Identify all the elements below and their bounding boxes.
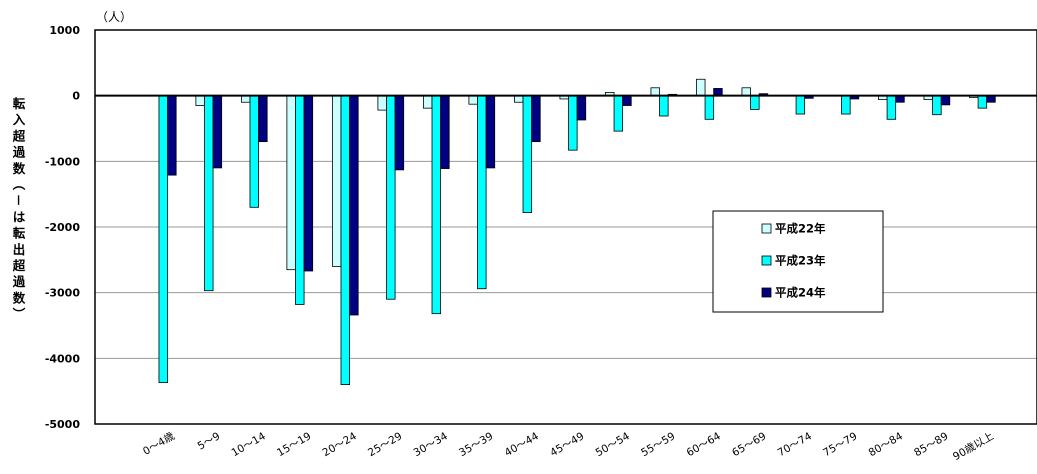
bar-series-1-cat-10 xyxy=(613,95,624,132)
bar-series-1-cat-11 xyxy=(659,95,669,117)
bar-series-1-cat-3 xyxy=(295,95,305,305)
y-tick-labels: 1000 0 -1000 -2000 -3000 -4000 -5000 xyxy=(45,24,81,431)
x-tick-label: 50～54 xyxy=(594,430,633,459)
bar-series-2-cat-4 xyxy=(349,95,359,316)
bar-series-2-cat-2 xyxy=(258,95,268,143)
bar-series-2-cat-10 xyxy=(622,95,632,106)
y-axis-label-char: 過 xyxy=(12,145,26,160)
x-tick-label: 85～89 xyxy=(912,430,950,459)
bar-series-0-cat-5 xyxy=(377,95,387,111)
bar-series-2-cat-9 xyxy=(576,95,587,121)
y-axis-label-char: 数 xyxy=(12,161,26,176)
bar-series-1-cat-0 xyxy=(158,95,168,384)
x-tick-label: 80～84 xyxy=(867,430,906,459)
x-tick-label: 25～29 xyxy=(366,430,404,459)
x-tick-labels: 0～4歳 5～9 10～14 15～19 20～24 25～29 30～34 35～39 40～… xyxy=(141,430,996,463)
bar-series-0-cat-1 xyxy=(195,95,205,106)
bar-series-2-cat-17 xyxy=(940,95,951,106)
y-axis-label-char: 入 xyxy=(13,112,26,127)
y-tick-label: -3000 xyxy=(45,287,81,300)
legend-swatch xyxy=(761,255,772,266)
bar-series-0-cat-12 xyxy=(696,78,706,97)
bar-series-2-cat-5 xyxy=(394,95,405,171)
x-tick-label: 90歳以上 xyxy=(951,430,996,463)
bar-series-2-cat-8 xyxy=(531,95,541,143)
bar-series-1-cat-9 xyxy=(568,95,578,151)
x-tick-label: 40～44 xyxy=(503,430,542,459)
legend-box xyxy=(712,210,884,313)
bar-series-1-cat-8 xyxy=(522,95,533,213)
bar-series-2-cat-0 xyxy=(167,95,177,176)
bar-series-1-cat-15 xyxy=(841,95,851,115)
bars xyxy=(149,78,996,385)
y-axis-label-char: 数 xyxy=(12,290,26,305)
bar-series-1-cat-1 xyxy=(204,95,214,292)
bar-series-1-cat-12 xyxy=(704,95,715,120)
x-tick-label: 35～39 xyxy=(457,430,495,459)
y-tick-label: 1000 xyxy=(49,24,80,37)
y-axis-label-char: 超 xyxy=(12,128,26,143)
y-tick-label: 0 xyxy=(72,90,80,103)
bar-series-1-cat-18 xyxy=(977,95,988,109)
bar-series-2-cat-7 xyxy=(485,95,496,169)
y-tick-label: -2000 xyxy=(45,221,81,234)
y-axis-label-char: ） xyxy=(11,307,26,320)
bar-series-1-cat-6 xyxy=(431,95,442,315)
x-tick-label: 45～49 xyxy=(548,430,586,459)
bar-series-1-cat-4 xyxy=(340,95,350,385)
bar-series-0-cat-6 xyxy=(423,95,433,109)
gridlines xyxy=(95,160,1037,359)
y-axis-label-char: 転 xyxy=(13,226,26,241)
legend-label: 平成24年 xyxy=(775,286,826,300)
y-axis-label-char: は xyxy=(13,209,26,224)
bar-series-0-cat-4 xyxy=(331,95,342,267)
bar-series-1-cat-14 xyxy=(795,95,806,115)
legend-swatch xyxy=(761,223,772,234)
x-tick-label: 75～79 xyxy=(821,430,859,459)
plot-area-border xyxy=(94,29,1037,425)
x-tick-label: 30～34 xyxy=(412,430,451,459)
x-tick-label: 60～64 xyxy=(685,430,724,459)
bar-series-1-cat-17 xyxy=(932,95,942,116)
bar-series-1-cat-16 xyxy=(886,95,897,120)
unit-label: （人） xyxy=(96,10,132,24)
x-tick-label: 0～4歳 xyxy=(141,430,177,458)
bar-series-0-cat-13 xyxy=(741,87,751,97)
y-axis-label-char: 超 xyxy=(12,258,26,273)
x-tick-label: 20～24 xyxy=(321,430,360,459)
bar-series-2-cat-12 xyxy=(713,88,723,97)
y-axis-label-char: （ xyxy=(11,178,26,191)
legend-label: 平成22年 xyxy=(775,222,826,236)
y-axis-label-char: 出 xyxy=(13,242,26,257)
bar-series-1-cat-5 xyxy=(386,95,396,300)
legend-swatch xyxy=(761,287,772,298)
legend-label: 平成23年 xyxy=(775,254,826,268)
bar-series-1-cat-2 xyxy=(249,95,259,208)
y-tick-label: -1000 xyxy=(45,155,81,168)
bar-series-2-cat-1 xyxy=(212,95,223,169)
bar-series-0-cat-3 xyxy=(286,95,296,271)
x-tick-label: 5～9 xyxy=(196,430,223,452)
y-axis-label-char: 転 xyxy=(13,96,26,111)
x-tick-label: 15～19 xyxy=(275,430,313,459)
x-tick-label: 70～74 xyxy=(776,430,815,459)
y-axis-label-char: － xyxy=(11,194,26,207)
bar-series-0-cat-7 xyxy=(468,95,478,105)
x-tick-label: 55～59 xyxy=(639,430,677,459)
y-tick-label: -5000 xyxy=(45,418,81,431)
bar-series-1-cat-13 xyxy=(750,95,760,110)
bar-series-0-cat-11 xyxy=(650,87,660,97)
y-tick-label: -4000 xyxy=(45,352,81,365)
x-tick-label: 10～14 xyxy=(230,430,269,459)
y-axis-label-char: 過 xyxy=(12,274,26,289)
bar-series-1-cat-7 xyxy=(477,95,487,290)
bar-series-2-cat-3 xyxy=(303,95,314,272)
bar-series-2-cat-6 xyxy=(440,95,450,169)
x-tick-label: 65～69 xyxy=(730,430,768,459)
